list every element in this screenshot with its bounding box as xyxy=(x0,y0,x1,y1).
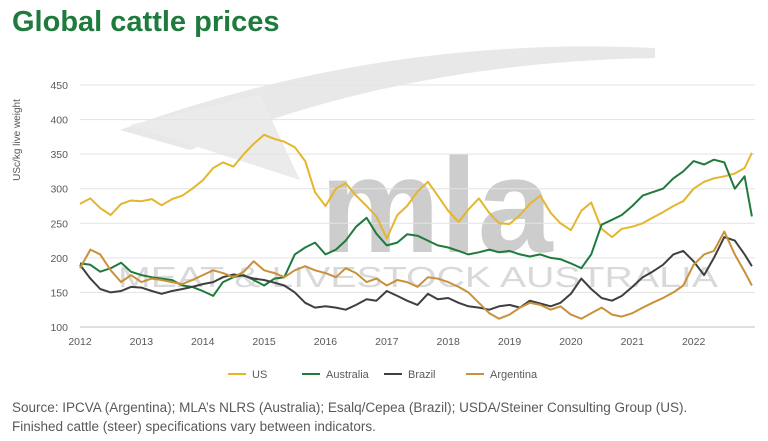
series-line-brazil xyxy=(79,236,753,311)
y-tick-label: 150 xyxy=(50,287,68,299)
x-tick-label: 2013 xyxy=(130,336,154,348)
legend: US Australia Brazil Argentina xyxy=(228,369,538,381)
x-axis-ticks: 2012 2013 2014 2015 2016 2017 2018 2019 2020 2021… xyxy=(68,336,705,348)
mla-watermark: mla MEAT & LIVESTOCK AUSTRALIA xyxy=(118,46,719,294)
watermark-arrow xyxy=(130,95,300,180)
chart-canvas: mla MEAT & LIVESTOCK AUSTRALIA 100 150 200… xyxy=(12,46,755,381)
x-tick-label: 2020 xyxy=(559,336,583,348)
x-tick-label: 2021 xyxy=(621,336,645,348)
y-tick-label: 100 xyxy=(50,322,68,334)
source-note: Source: IPCVA (Argentina); MLA’s NLRS (A… xyxy=(12,398,762,436)
y-tick-label: 400 xyxy=(50,115,68,127)
x-tick-label: 2019 xyxy=(498,336,522,348)
chart-title: Global cattle prices xyxy=(12,6,280,38)
y-tick-label: 300 xyxy=(50,184,68,196)
series-line-argentina xyxy=(79,230,753,320)
watermark-logo: mla xyxy=(320,130,554,281)
y-tick-label: 200 xyxy=(50,253,68,265)
y-axis-ticks: 100 150 200 250 300 350 400 450 xyxy=(50,80,68,334)
x-tick-label: 2017 xyxy=(375,336,399,348)
x-tick-label: 2016 xyxy=(314,336,338,348)
x-tick-label: 2012 xyxy=(68,336,92,348)
legend-label-argentina: Argentina xyxy=(490,369,538,381)
x-tick-label: 2015 xyxy=(252,336,276,348)
y-tick-label: 250 xyxy=(50,218,68,230)
x-tick-label: 2018 xyxy=(437,336,461,348)
y-tick-label: 350 xyxy=(50,149,68,161)
legend-label-us: US xyxy=(252,369,267,381)
x-tick-label: 2022 xyxy=(682,336,706,348)
x-tick-label: 2014 xyxy=(191,336,215,348)
legend-label-australia: Australia xyxy=(326,369,370,381)
y-tick-label: 450 xyxy=(50,80,68,92)
source-line-2: Finished cattle (steer) specifications v… xyxy=(12,419,376,434)
legend-label-brazil: Brazil xyxy=(408,369,436,381)
series-lines xyxy=(79,133,753,320)
gridlines xyxy=(80,84,755,328)
source-line-1: Source: IPCVA (Argentina); MLA’s NLRS (A… xyxy=(12,400,688,415)
y-axis-label: USc/kg live weight xyxy=(12,99,23,181)
series-line-us xyxy=(79,133,753,240)
